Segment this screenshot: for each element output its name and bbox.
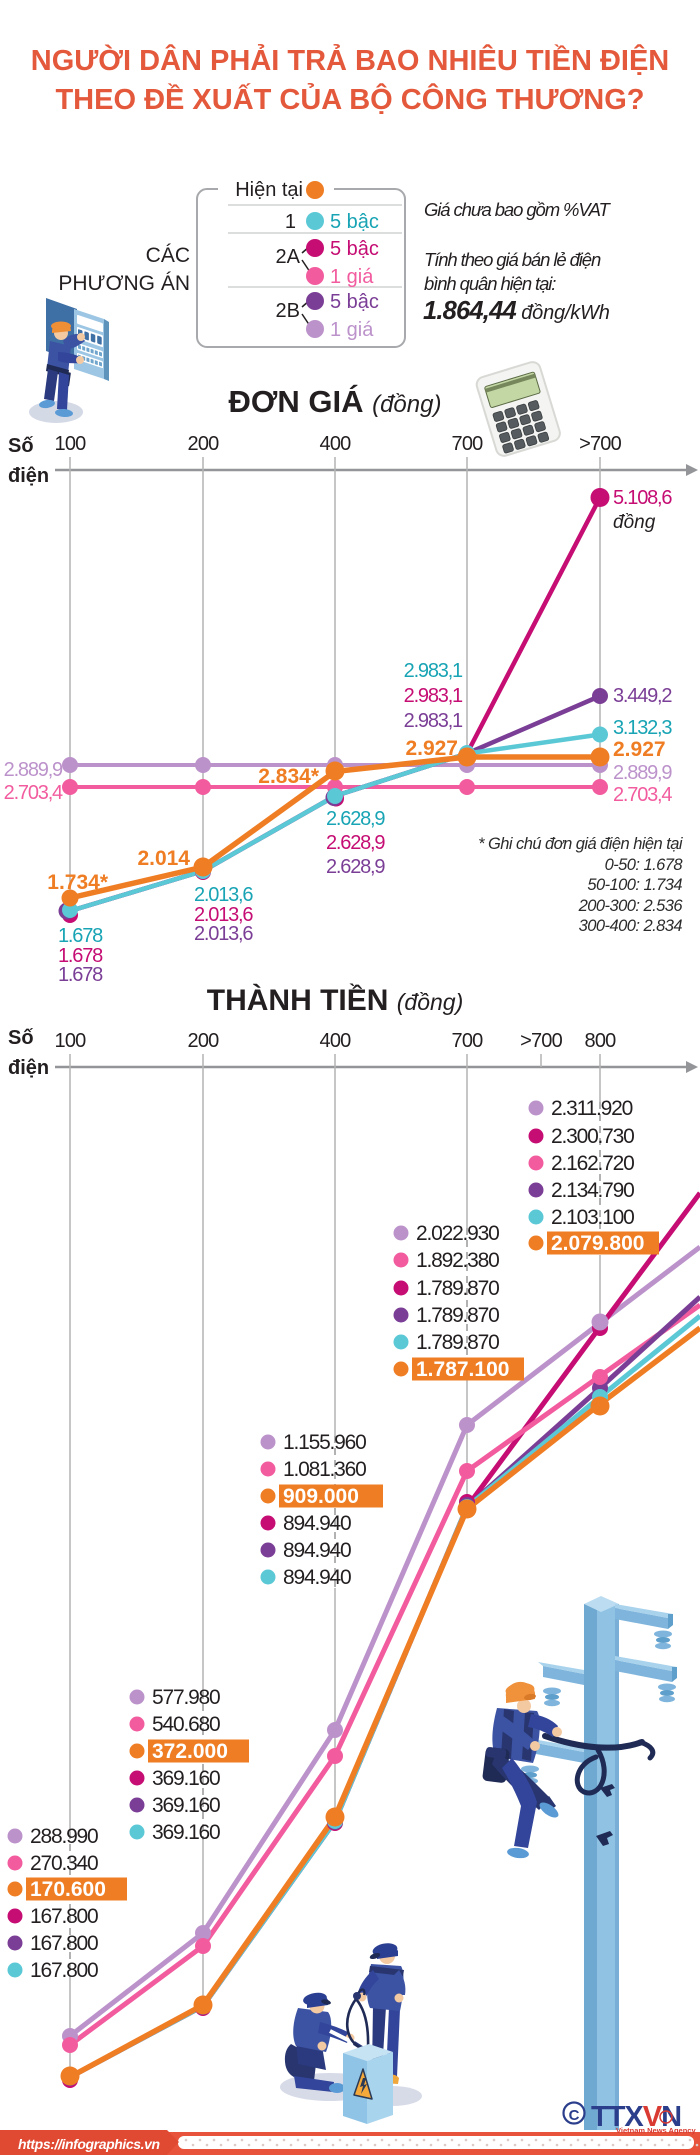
svg-text:2.889,9: 2.889,9 <box>613 762 672 784</box>
svg-text:2.103.100: 2.103.100 <box>551 1206 634 1229</box>
svg-text:100: 100 <box>55 433 87 455</box>
svg-text:2.300.730: 2.300.730 <box>551 1125 634 1148</box>
svg-text:2B: 2B <box>276 300 300 322</box>
svg-text:1 giá: 1 giá <box>330 266 374 288</box>
svg-text:167.800: 167.800 <box>30 1905 98 1928</box>
svg-text:PHƯƠNG ÁN: PHƯƠNG ÁN <box>58 272 190 295</box>
svg-text:2.628,9: 2.628,9 <box>326 808 385 830</box>
svg-text:369.160: 369.160 <box>152 1794 220 1817</box>
svg-text:https://infographics.vn: https://infographics.vn <box>18 2136 160 2152</box>
svg-text:Số: Số <box>8 435 34 457</box>
svg-text:1.864,44 đồng/kWh: 1.864,44 đồng/kWh <box>423 297 610 325</box>
svg-text:2.013,6: 2.013,6 <box>194 884 253 906</box>
svg-text:909.000: 909.000 <box>283 1485 359 1508</box>
svg-text:369.160: 369.160 <box>152 1767 220 1790</box>
svg-text:270.340: 270.340 <box>30 1852 98 1875</box>
svg-text:100: 100 <box>55 1030 87 1052</box>
svg-text:200-300: 2.536: 200-300: 2.536 <box>578 897 684 915</box>
svg-text:2.983,1: 2.983,1 <box>404 685 463 707</box>
svg-text:Giá chưa bao gồm %VAT: Giá chưa bao gồm %VAT <box>424 199 611 220</box>
svg-text:1.155.960: 1.155.960 <box>283 1431 366 1454</box>
svg-text:5 bậc: 5 bậc <box>330 291 379 313</box>
svg-text:288.990: 288.990 <box>30 1825 98 1848</box>
svg-text:577.980: 577.980 <box>152 1686 220 1709</box>
svg-text:bình quân hiện tại:: bình quân hiện tại: <box>424 273 556 294</box>
svg-text:2.013,6: 2.013,6 <box>194 923 253 945</box>
svg-text:2.927: 2.927 <box>405 737 458 760</box>
svg-text:1.734*: 1.734* <box>47 871 109 894</box>
svg-text:5 bậc: 5 bậc <box>330 211 379 233</box>
svg-text:THÀNH TIỀN (đồng): THÀNH TIỀN (đồng) <box>207 983 463 1017</box>
svg-text:điện: điện <box>8 1057 49 1079</box>
svg-text:>700: >700 <box>579 433 622 455</box>
svg-text:điện: điện <box>8 465 49 487</box>
svg-text:1.678: 1.678 <box>58 964 103 986</box>
svg-text:894.940: 894.940 <box>283 1566 351 1589</box>
svg-text:3.449,2: 3.449,2 <box>613 685 672 707</box>
svg-text:2.703,4: 2.703,4 <box>613 784 672 806</box>
svg-text:300-400: 2.834: 300-400: 2.834 <box>579 917 683 935</box>
svg-text:369.160: 369.160 <box>152 1821 220 1844</box>
svg-text:200: 200 <box>188 1030 220 1052</box>
svg-text:50-100: 1.734: 50-100: 1.734 <box>587 876 682 894</box>
svg-text:2.628,9: 2.628,9 <box>326 832 385 854</box>
svg-text:700: 700 <box>452 1030 484 1052</box>
svg-text:2.628,9: 2.628,9 <box>326 856 385 878</box>
svg-text:* Ghi chú đơn giá điện hiện tạ: * Ghi chú đơn giá điện hiện tại <box>478 835 684 853</box>
svg-text:2.022.930: 2.022.930 <box>416 1222 499 1245</box>
svg-text:400: 400 <box>320 1030 352 1052</box>
svg-text:167.800: 167.800 <box>30 1959 98 1982</box>
svg-text:167.800: 167.800 <box>30 1932 98 1955</box>
svg-text:894.940: 894.940 <box>283 1512 351 1535</box>
svg-text:2.889,9: 2.889,9 <box>4 759 63 781</box>
svg-text:3.132,3: 3.132,3 <box>613 717 672 739</box>
svg-text:Tính theo giá bán lẻ điện: Tính theo giá bán lẻ điện <box>424 249 601 270</box>
svg-text:200: 200 <box>188 433 220 455</box>
svg-text:2.834*: 2.834* <box>258 765 320 788</box>
svg-text:2.983,1: 2.983,1 <box>404 710 463 732</box>
svg-text:0-50: 1.678: 0-50: 1.678 <box>605 856 684 874</box>
svg-text:1.789.870: 1.789.870 <box>416 1277 499 1300</box>
svg-text:CÁC: CÁC <box>146 244 190 267</box>
svg-text:894.940: 894.940 <box>283 1539 351 1562</box>
svg-text:2.014: 2.014 <box>137 847 190 870</box>
svg-text:THEO ĐỀ XUẤT CỦA BỘ CÔNG THƯƠN: THEO ĐỀ XUẤT CỦA BỘ CÔNG THƯƠNG? <box>55 82 644 116</box>
svg-text:1.678: 1.678 <box>58 925 103 947</box>
svg-text:400: 400 <box>320 433 352 455</box>
svg-text:540.680: 540.680 <box>152 1713 220 1736</box>
svg-text:2.162.720: 2.162.720 <box>551 1152 634 1175</box>
svg-text:372.000: 372.000 <box>152 1740 228 1763</box>
svg-text:2.079.800: 2.079.800 <box>551 1232 644 1255</box>
svg-text:TTXVN: TTXVN <box>591 2101 681 2133</box>
svg-text:C: C <box>569 2107 580 2124</box>
svg-text:2.927: 2.927 <box>613 738 666 761</box>
svg-text:Hiện tại: Hiện tại <box>235 179 303 201</box>
svg-text:700: 700 <box>452 433 484 455</box>
svg-text:2.983,1: 2.983,1 <box>404 660 463 682</box>
svg-text:đồng: đồng <box>613 512 656 533</box>
svg-text:Vietnam News Agency: Vietnam News Agency <box>616 2126 696 2135</box>
svg-text:1.789.870: 1.789.870 <box>416 1304 499 1327</box>
svg-text:1 giá: 1 giá <box>330 319 374 341</box>
svg-text:2.013,6: 2.013,6 <box>194 904 253 926</box>
svg-text:2A: 2A <box>276 246 301 268</box>
svg-text:5.108,6: 5.108,6 <box>613 487 672 509</box>
svg-text:1.678: 1.678 <box>58 945 103 967</box>
svg-text:NGƯỜI DÂN PHẢI TRẢ BAO NHIÊU T: NGƯỜI DÂN PHẢI TRẢ BAO NHIÊU TIỀN ĐIỆN <box>31 43 669 77</box>
svg-text:5 bậc: 5 bậc <box>330 238 379 260</box>
svg-text:800: 800 <box>585 1030 617 1052</box>
svg-text:1.892.380: 1.892.380 <box>416 1249 499 1272</box>
svg-text:1: 1 <box>285 211 296 233</box>
svg-text:ĐƠN GIÁ (đồng): ĐƠN GIÁ (đồng) <box>229 384 442 419</box>
svg-text:1.081.360: 1.081.360 <box>283 1458 366 1481</box>
svg-text:2.134.790: 2.134.790 <box>551 1179 634 1202</box>
svg-text:170.600: 170.600 <box>30 1878 106 1901</box>
svg-text:>700: >700 <box>520 1030 563 1052</box>
svg-text:2.703,4: 2.703,4 <box>4 782 63 804</box>
svg-text:1.787.100: 1.787.100 <box>416 1358 509 1381</box>
svg-text:Số: Số <box>8 1027 34 1049</box>
svg-text:1.789.870: 1.789.870 <box>416 1331 499 1354</box>
svg-text:2.311.920: 2.311.920 <box>551 1097 633 1120</box>
